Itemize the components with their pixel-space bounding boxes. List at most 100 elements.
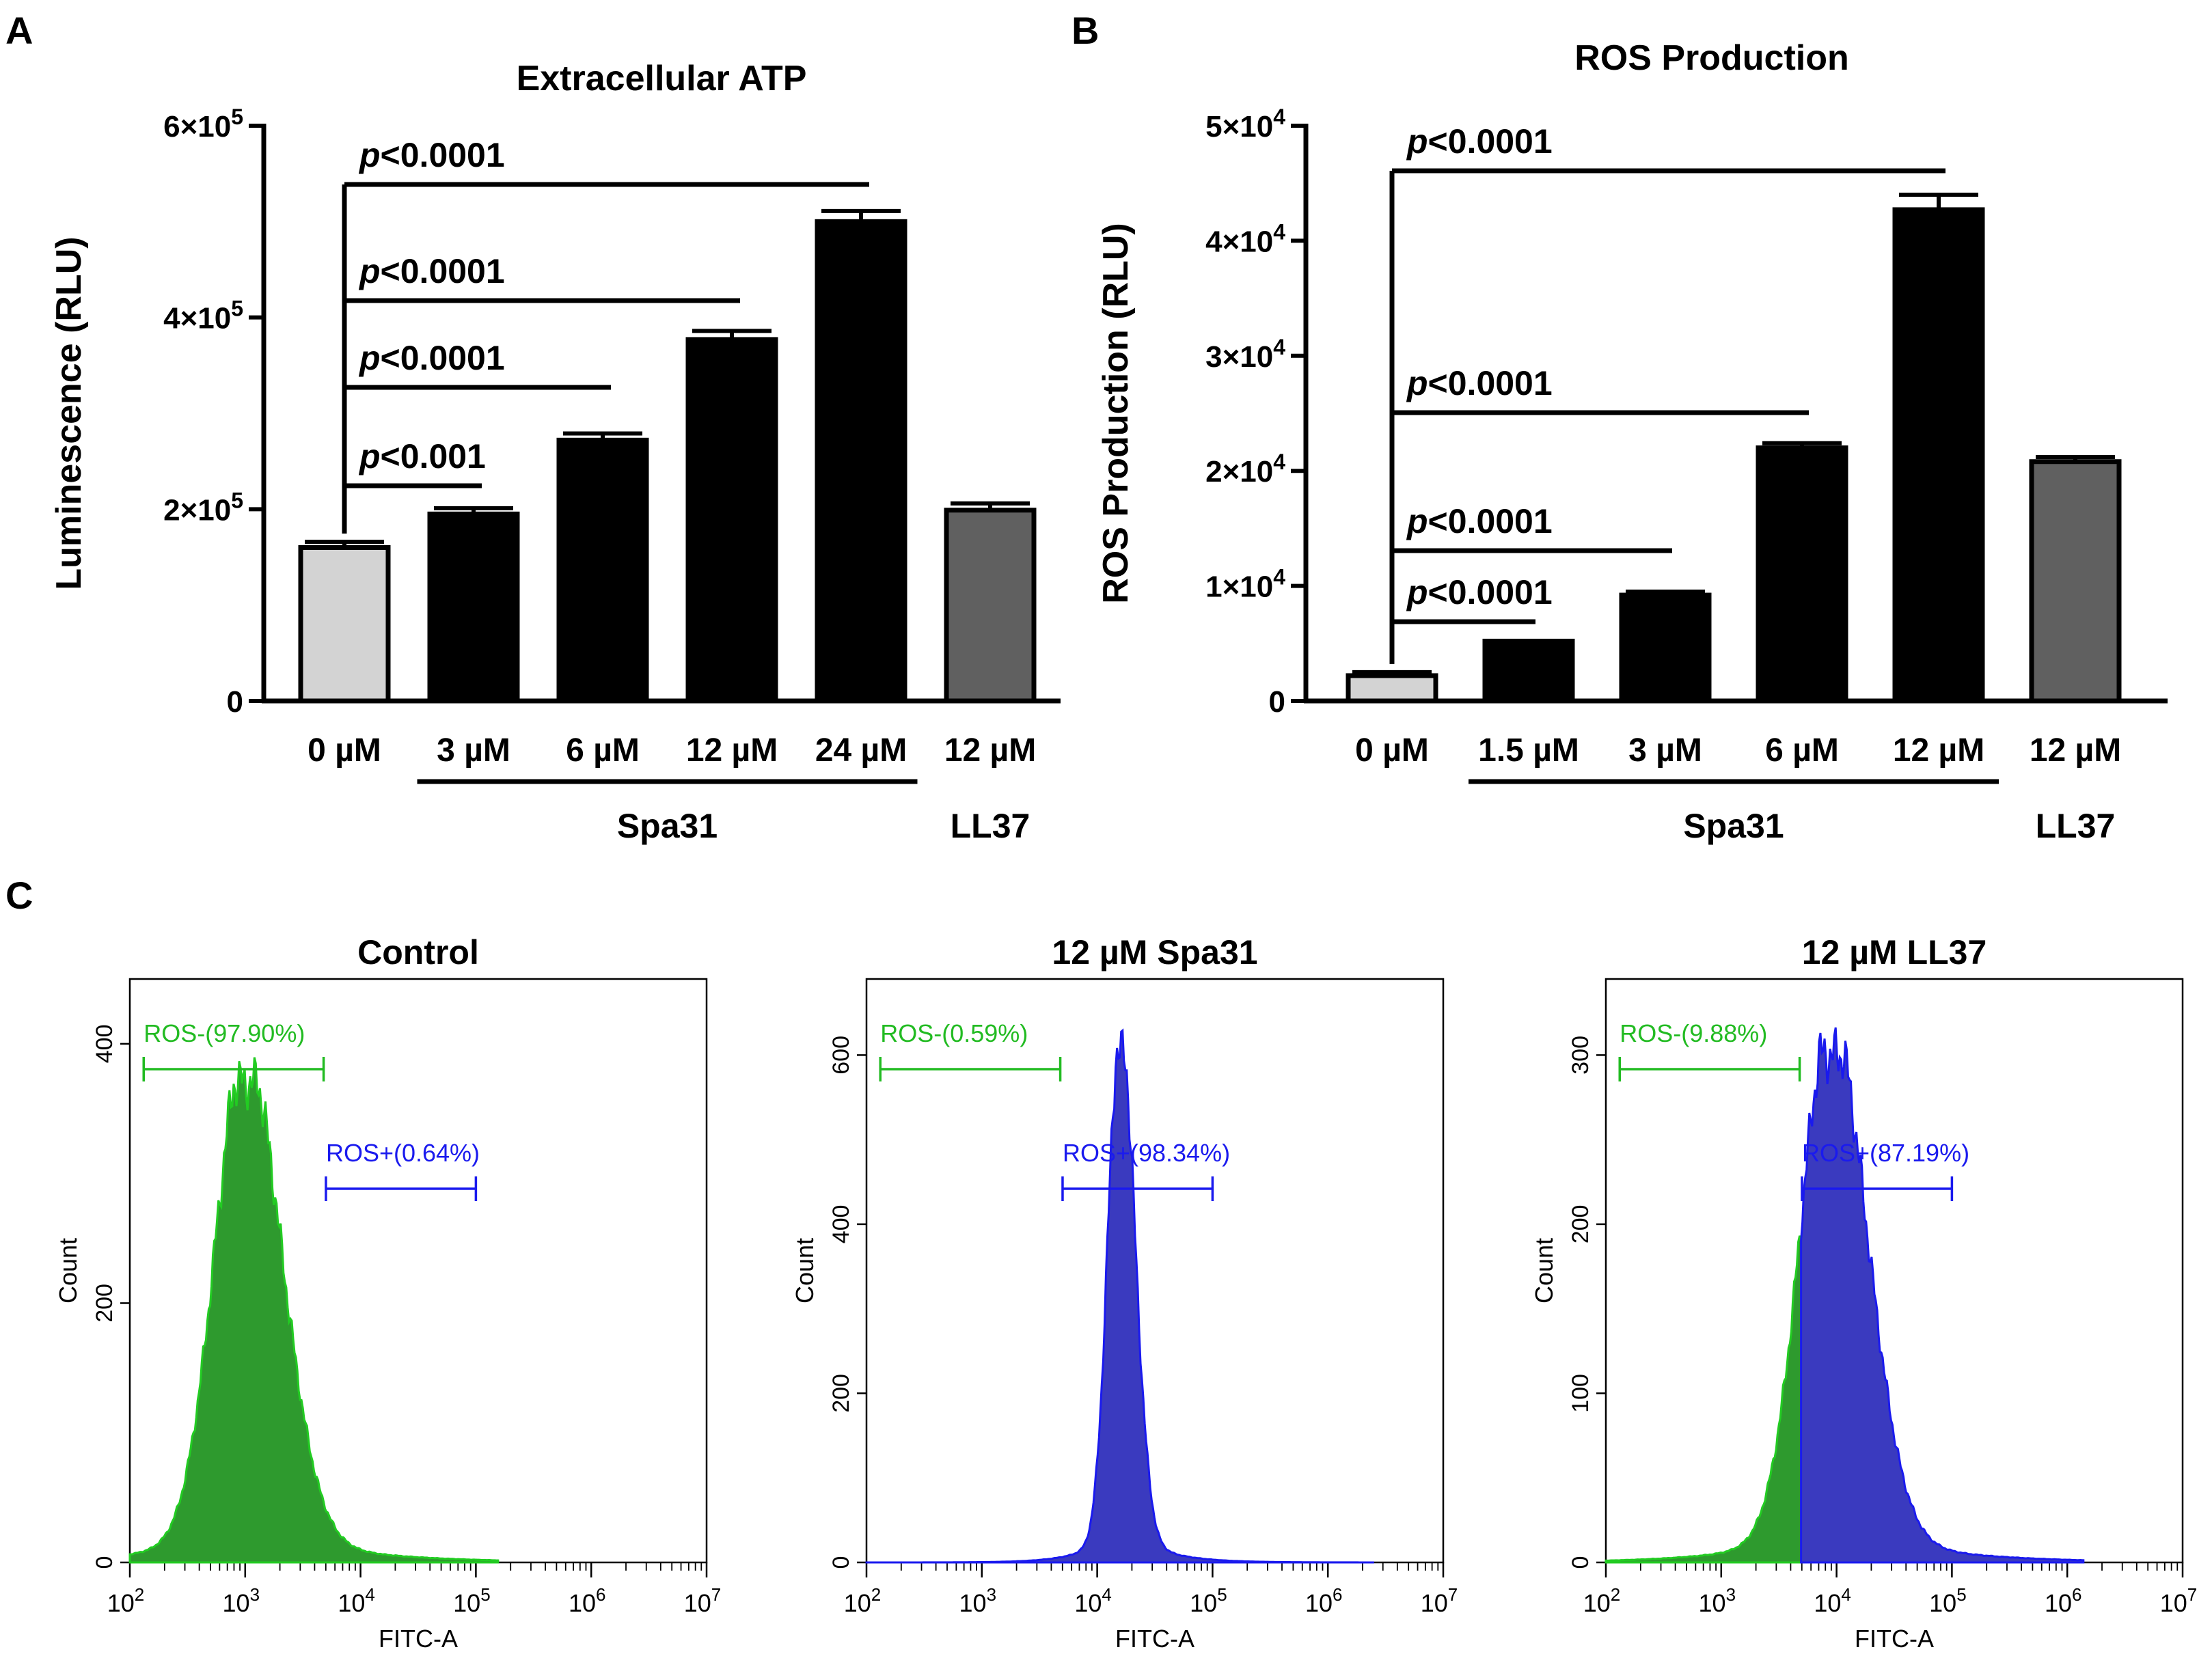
x-category-label: 6 µM bbox=[566, 732, 640, 769]
bar bbox=[2029, 459, 2122, 704]
y-axis-label: Luminescence (RLU) bbox=[49, 236, 89, 590]
x-tick-label: 105 bbox=[1929, 1584, 1967, 1617]
bar bbox=[1619, 592, 1712, 704]
x-tick-label: 107 bbox=[684, 1584, 722, 1617]
panel-label-c: C bbox=[5, 874, 33, 917]
y-tick-label: 3×104 bbox=[1205, 335, 1285, 374]
group-label: LL37 bbox=[2036, 807, 2116, 845]
chart-title: ROS Production bbox=[1574, 38, 1849, 78]
bar-chart-atp: Extracellular ATP Luminescence (RLU) 0 2×10… bbox=[49, 59, 1061, 845]
x-tick-label: 103 bbox=[223, 1584, 260, 1617]
x-tick-label: 103 bbox=[959, 1584, 997, 1617]
y-axis-label: Count bbox=[54, 1238, 82, 1304]
x-category-label: 12 µM bbox=[1893, 732, 1984, 769]
p-value-label: p<0.0001 bbox=[358, 136, 505, 174]
histogram-title: 12 µM LL37 bbox=[1802, 933, 1987, 971]
p-value-label: p<0.0001 bbox=[1406, 502, 1553, 540]
y-tick-label: 400 bbox=[828, 1205, 854, 1244]
x-category-label: 12 µM bbox=[686, 732, 778, 769]
p-value-label: p<0.0001 bbox=[1406, 122, 1553, 161]
y-tick-label: 300 bbox=[1568, 1036, 1594, 1075]
histogram-area bbox=[128, 1057, 500, 1564]
p-value-label: p<0.0001 bbox=[1406, 573, 1553, 611]
histogram-title: 12 µM Spa31 bbox=[1052, 933, 1257, 971]
y-tick-label: 5×104 bbox=[1205, 105, 1285, 143]
x-tick-label: 107 bbox=[2160, 1584, 2198, 1617]
x-category-label: 12 µM bbox=[2030, 732, 2121, 769]
y-tick-label: 4×104 bbox=[1205, 219, 1285, 258]
histogram-spa31: 12 µM Spa31 0 200 400 600 Count 102 103 104 105 10… bbox=[791, 933, 1458, 1653]
y-tick-label: 0 bbox=[828, 1556, 854, 1569]
x-category-label: 0 µM bbox=[1355, 732, 1429, 769]
x-tick-label: 103 bbox=[1699, 1584, 1736, 1617]
x-tick-label: 102 bbox=[1583, 1584, 1621, 1617]
bar bbox=[556, 437, 649, 704]
x-tick-label: 106 bbox=[1305, 1584, 1343, 1617]
gate-label: ROS+(0.64%) bbox=[326, 1139, 480, 1167]
plot-frame bbox=[865, 978, 1445, 1564]
x-category-label: 12 µM bbox=[944, 732, 1036, 769]
y-axis-label: Count bbox=[791, 1238, 819, 1304]
y-tick-label: 600 bbox=[828, 1036, 854, 1075]
group-label: LL37 bbox=[951, 807, 1030, 845]
bar bbox=[944, 508, 1037, 704]
x-tick-label: 104 bbox=[338, 1584, 375, 1617]
bar bbox=[1346, 673, 1438, 704]
chart-title: Extracellular ATP bbox=[517, 59, 807, 98]
bar bbox=[1892, 207, 1985, 704]
p-value-label: p<0.0001 bbox=[1406, 364, 1553, 402]
group-label: Spa31 bbox=[617, 807, 718, 845]
x-tick-label: 102 bbox=[844, 1584, 882, 1617]
p-value-label: p<0.0001 bbox=[358, 339, 505, 377]
y-tick-label: 0 bbox=[227, 685, 243, 719]
x-category-label: 0 µM bbox=[308, 732, 381, 769]
bar bbox=[298, 544, 391, 704]
x-tick-label: 102 bbox=[107, 1584, 145, 1617]
gate-label: ROS-(9.88%) bbox=[1620, 1019, 1767, 1047]
x-category-label: 24 µM bbox=[815, 732, 907, 769]
gate-label: ROS-(97.90%) bbox=[144, 1019, 305, 1047]
histogram-area-negative bbox=[1605, 1235, 1803, 1564]
p-value-label: p<0.001 bbox=[358, 437, 486, 475]
x-axis-label: FITC-A bbox=[1115, 1625, 1194, 1653]
bar bbox=[685, 337, 778, 704]
y-axis-label: ROS Production (RLU) bbox=[1096, 223, 1136, 604]
y-axis-label: Count bbox=[1530, 1238, 1558, 1304]
y-tick-label: 400 bbox=[92, 1025, 118, 1064]
gate-label: ROS+(98.34%) bbox=[1063, 1139, 1230, 1167]
bar bbox=[1482, 638, 1575, 704]
gate-label: ROS-(0.59%) bbox=[880, 1019, 1028, 1047]
histogram-title: Control bbox=[357, 933, 479, 971]
histogram-area-positive bbox=[1800, 1027, 2085, 1564]
y-tick-label: 0 bbox=[92, 1556, 118, 1569]
x-axis-label: FITC-A bbox=[379, 1625, 458, 1653]
y-tick-label: 2×105 bbox=[163, 488, 243, 527]
y-tick-label: 200 bbox=[828, 1374, 854, 1413]
y-tick-label: 0 bbox=[1568, 1556, 1594, 1569]
bar bbox=[815, 219, 907, 704]
x-tick-label: 105 bbox=[1190, 1584, 1227, 1617]
x-tick-label: 106 bbox=[2045, 1584, 2082, 1617]
x-category-label: 6 µM bbox=[1765, 732, 1839, 769]
x-tick-label: 104 bbox=[1074, 1584, 1112, 1617]
y-tick-label: 0 bbox=[1269, 685, 1285, 719]
y-tick-label: 4×105 bbox=[163, 296, 243, 335]
panel-label-a: A bbox=[5, 9, 33, 52]
gate-label: ROS+(87.19%) bbox=[1802, 1139, 1969, 1167]
bar bbox=[1756, 445, 1848, 704]
x-tick-label: 106 bbox=[569, 1584, 606, 1617]
panel-label-b: B bbox=[1071, 9, 1099, 52]
bar-chart-ros: ROS Production ROS Production (RLU) 0 1×104… bbox=[1096, 38, 2168, 845]
histogram-control: Control 0 200 400 Count 102 103 104 105 106 107 FIT… bbox=[54, 933, 721, 1653]
bar bbox=[427, 511, 520, 704]
group-label: Spa31 bbox=[1683, 807, 1784, 845]
x-tick-label: 107 bbox=[1421, 1584, 1458, 1617]
x-category-label: 3 µM bbox=[437, 732, 510, 769]
y-tick-label: 200 bbox=[1568, 1205, 1594, 1244]
x-tick-label: 105 bbox=[453, 1584, 491, 1617]
y-tick-label: 100 bbox=[1568, 1374, 1594, 1413]
p-value-label: p<0.0001 bbox=[358, 252, 505, 290]
histogram-area bbox=[865, 1028, 1374, 1564]
x-axis-label: FITC-A bbox=[1855, 1625, 1934, 1653]
